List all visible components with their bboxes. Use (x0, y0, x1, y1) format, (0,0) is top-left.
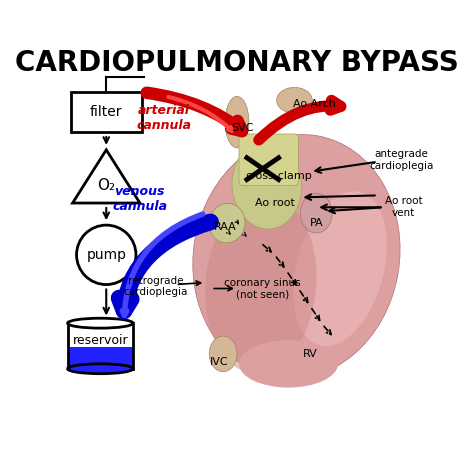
FancyBboxPatch shape (239, 134, 299, 185)
FancyBboxPatch shape (68, 323, 133, 369)
FancyArrowPatch shape (119, 222, 210, 311)
Text: CARDIOPULMONARY BYPASS: CARDIOPULMONARY BYPASS (15, 49, 459, 77)
Text: retrograde
cardioplegia: retrograde cardioplegia (124, 276, 188, 297)
Text: antegrade
cardioplegia: antegrade cardioplegia (369, 149, 434, 171)
Text: RV: RV (303, 349, 318, 359)
Ellipse shape (225, 96, 249, 148)
Ellipse shape (68, 318, 133, 328)
Ellipse shape (301, 193, 332, 233)
Circle shape (76, 225, 136, 284)
Ellipse shape (68, 364, 133, 374)
Text: reservoir: reservoir (73, 334, 128, 347)
Text: cross-clamp: cross-clamp (245, 171, 312, 181)
Ellipse shape (209, 336, 237, 372)
Ellipse shape (193, 135, 400, 379)
Polygon shape (73, 150, 140, 203)
Text: Ao root
vent: Ao root vent (384, 197, 422, 218)
Text: SVC: SVC (232, 123, 254, 133)
Ellipse shape (239, 340, 338, 388)
FancyBboxPatch shape (68, 347, 133, 369)
Text: PA: PA (310, 218, 323, 228)
Text: Ao Arch: Ao Arch (293, 99, 336, 109)
Ellipse shape (232, 142, 301, 229)
Ellipse shape (205, 196, 317, 374)
Text: RAA: RAA (214, 222, 237, 232)
Text: pump: pump (86, 248, 126, 262)
Ellipse shape (209, 203, 245, 243)
Text: arterial
cannula: arterial cannula (136, 104, 191, 132)
FancyArrowPatch shape (168, 97, 232, 131)
Text: IVC: IVC (210, 357, 228, 367)
Text: filter: filter (90, 105, 122, 119)
Text: coronary sinus
(not seen): coronary sinus (not seen) (225, 278, 301, 299)
FancyArrowPatch shape (259, 100, 341, 140)
FancyArrowPatch shape (146, 93, 242, 131)
Text: O₂: O₂ (97, 178, 115, 193)
Ellipse shape (293, 191, 387, 346)
Text: Ao root: Ao root (255, 198, 294, 208)
FancyBboxPatch shape (71, 92, 142, 132)
FancyArrowPatch shape (122, 214, 203, 315)
Ellipse shape (277, 87, 312, 113)
Text: venous
cannula: venous cannula (112, 185, 167, 213)
